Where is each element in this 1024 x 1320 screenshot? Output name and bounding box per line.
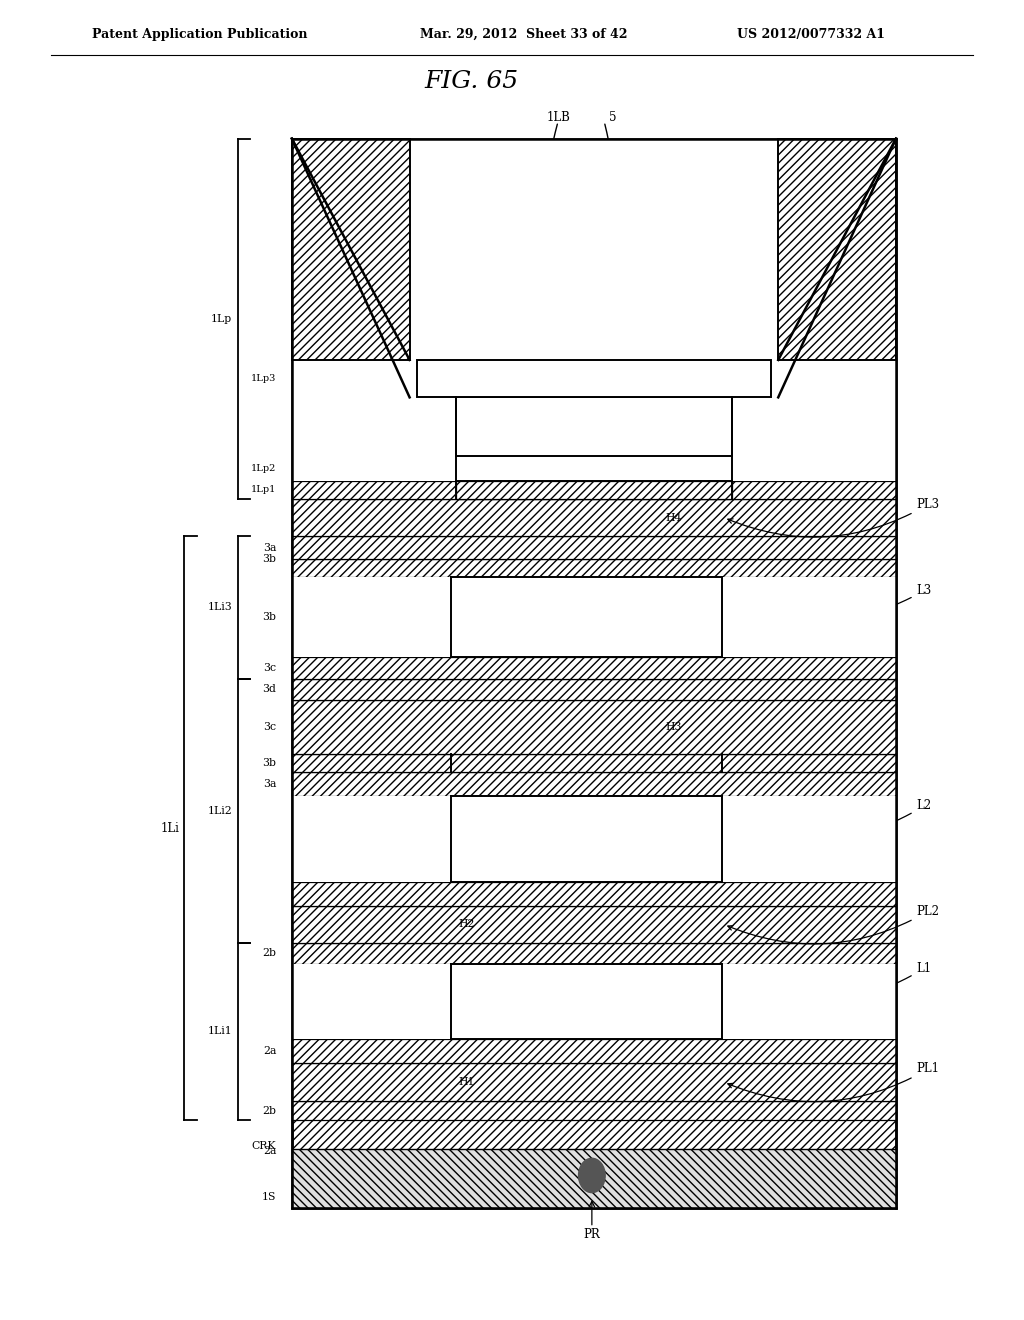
Text: H4: H4 bbox=[666, 512, 682, 523]
Bar bbox=[292, 796, 451, 882]
Bar bbox=[292, 772, 896, 796]
Bar bbox=[292, 480, 896, 499]
Bar bbox=[417, 360, 771, 397]
Text: PL3: PL3 bbox=[728, 498, 940, 537]
Bar bbox=[292, 397, 896, 457]
Text: US 2012/0077332 A1: US 2012/0077332 A1 bbox=[737, 28, 886, 41]
Text: 1Lp2: 1Lp2 bbox=[251, 463, 276, 473]
Text: 3c: 3c bbox=[263, 663, 276, 673]
Bar bbox=[292, 907, 896, 942]
Text: 2a: 2a bbox=[263, 1047, 276, 1056]
Bar bbox=[292, 700, 896, 755]
Bar bbox=[292, 139, 896, 397]
Text: L1: L1 bbox=[728, 962, 932, 1008]
Text: T3: T3 bbox=[559, 612, 572, 622]
Text: T2: T2 bbox=[580, 834, 593, 843]
Text: 1LB: 1LB bbox=[546, 111, 570, 124]
Text: 2b: 2b bbox=[262, 1106, 276, 1115]
Text: L2: L2 bbox=[728, 800, 932, 846]
Text: 3b: 3b bbox=[262, 612, 276, 622]
Bar bbox=[292, 755, 896, 772]
Text: 1S: 1S bbox=[262, 1192, 276, 1203]
Text: 1Lp: 1Lp bbox=[211, 314, 232, 323]
Text: 2b: 2b bbox=[262, 948, 276, 958]
Text: 3b: 3b bbox=[262, 554, 276, 564]
Text: 1Li3: 1Li3 bbox=[208, 602, 232, 612]
Text: Patent Application Publication: Patent Application Publication bbox=[92, 28, 307, 41]
Bar bbox=[292, 1064, 896, 1101]
Bar bbox=[451, 796, 896, 882]
Text: PL1: PL1 bbox=[728, 1063, 939, 1102]
Bar bbox=[292, 1039, 896, 1064]
Bar bbox=[292, 558, 896, 678]
Text: 1Li: 1Li bbox=[161, 822, 179, 834]
Text: H1: H1 bbox=[459, 1077, 475, 1088]
Text: CRK: CRK bbox=[252, 1142, 276, 1151]
Text: 1Lp1: 1Lp1 bbox=[251, 486, 276, 494]
Bar bbox=[292, 558, 896, 577]
Text: 3c: 3c bbox=[263, 722, 276, 733]
Text: L3: L3 bbox=[728, 585, 932, 626]
Text: H2: H2 bbox=[459, 920, 475, 929]
Bar bbox=[451, 577, 896, 657]
Circle shape bbox=[579, 1158, 605, 1192]
Bar bbox=[292, 1101, 896, 1121]
Text: PR: PR bbox=[584, 1228, 600, 1241]
Bar bbox=[456, 397, 732, 457]
Bar bbox=[292, 536, 896, 558]
Text: PL2: PL2 bbox=[728, 904, 939, 944]
Bar bbox=[292, 499, 896, 536]
Text: 3d: 3d bbox=[262, 684, 276, 694]
Bar bbox=[292, 139, 896, 499]
Text: 5: 5 bbox=[609, 111, 616, 124]
Text: H3: H3 bbox=[666, 722, 682, 733]
Text: 1Li1: 1Li1 bbox=[208, 1027, 232, 1036]
Text: FIG. 65: FIG. 65 bbox=[424, 70, 518, 94]
Text: 3a: 3a bbox=[263, 543, 276, 553]
Text: 3a: 3a bbox=[263, 779, 276, 789]
Bar bbox=[292, 657, 896, 678]
Bar bbox=[292, 882, 896, 907]
Text: 3b: 3b bbox=[262, 758, 276, 768]
Bar bbox=[292, 457, 896, 480]
Bar bbox=[292, 1148, 896, 1208]
Text: 1Li2: 1Li2 bbox=[208, 805, 232, 816]
Bar bbox=[292, 139, 896, 1208]
Bar bbox=[778, 139, 896, 360]
Bar bbox=[292, 577, 451, 657]
Bar bbox=[292, 139, 410, 360]
Text: T1: T1 bbox=[580, 997, 593, 1006]
Bar bbox=[292, 942, 896, 964]
Bar bbox=[292, 796, 896, 907]
Text: 2a: 2a bbox=[263, 1146, 276, 1156]
Bar bbox=[292, 942, 896, 1064]
Bar bbox=[292, 964, 451, 1039]
Bar bbox=[451, 964, 896, 1039]
Text: 1Lp3: 1Lp3 bbox=[251, 374, 276, 383]
Bar bbox=[456, 480, 732, 499]
Bar bbox=[292, 678, 896, 700]
Text: Mar. 29, 2012  Sheet 33 of 42: Mar. 29, 2012 Sheet 33 of 42 bbox=[420, 28, 628, 41]
